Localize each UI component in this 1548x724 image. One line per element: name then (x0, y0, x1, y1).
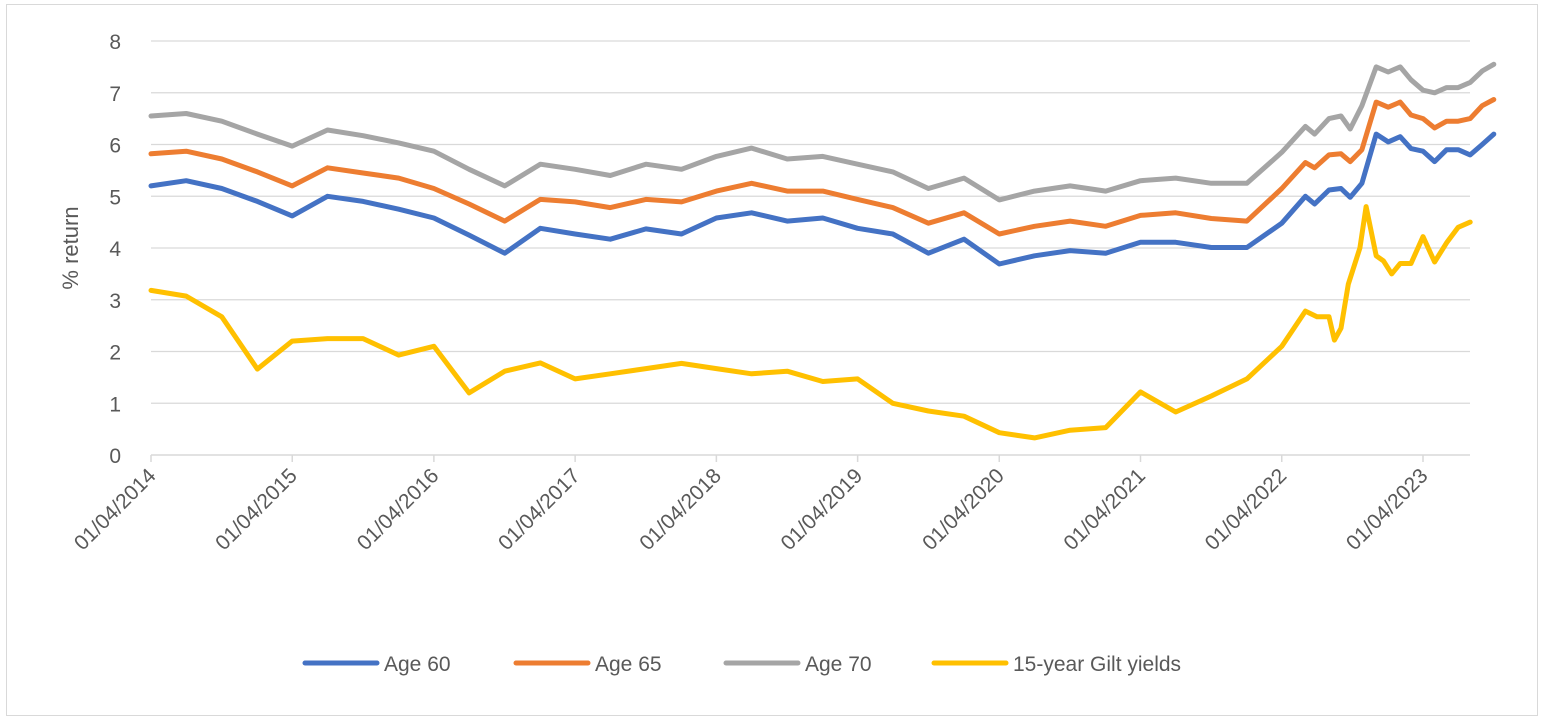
series-line-15-year-gilt-yields (148, 204, 1473, 441)
x-axis (150, 454, 1470, 462)
series-line-age-70 (148, 61, 1497, 203)
series-line-age-65 (148, 97, 1497, 237)
x-tick-label: 01/04/2019 (777, 464, 868, 555)
x-tick-label: 01/04/2016 (353, 464, 444, 555)
series-lines (148, 61, 1497, 441)
y-tick-label: 1 (109, 393, 121, 416)
y-tick-label: 5 (109, 186, 121, 209)
x-axis-tick-labels: 01/04/2014 01/04/2015 01/04/2016 01/04/2017… (70, 464, 1433, 555)
y-tick-label: 0 (109, 445, 121, 468)
x-tick-label: 01/04/2015 (211, 464, 302, 555)
series-line-age-60 (148, 131, 1497, 267)
x-tick-label: 01/04/2017 (494, 464, 585, 555)
legend-label-age-60: Age 60 (384, 653, 451, 676)
y-tick-label: 3 (109, 290, 121, 313)
x-tick-label: 01/04/2021 (1059, 464, 1150, 555)
legend: Age 60 Age 65 Age 70 15-year Gilt yields (302, 653, 1181, 676)
x-tick-label: 01/04/2018 (635, 464, 726, 555)
y-tick-label: 4 (109, 238, 121, 261)
y-axis-tick-labels: 0 1 2 3 4 5 6 7 8 (109, 31, 121, 468)
y-tick-label: 8 (109, 31, 121, 54)
y-tick-label: 2 (109, 342, 121, 365)
gridlines (151, 40, 1470, 404)
x-tick-label: 01/04/2022 (1201, 464, 1292, 555)
legend-label-age-65: Age 65 (595, 653, 662, 676)
y-tick-label: 6 (109, 135, 121, 158)
y-axis-title: % return (58, 206, 83, 289)
y-tick-label: 7 (109, 83, 121, 106)
x-tick-label: 01/04/2014 (70, 464, 161, 555)
chart-frame (6, 4, 1538, 716)
legend-label-age-70: Age 70 (805, 653, 872, 676)
x-tick-label: 01/04/2020 (918, 464, 1009, 555)
x-tick-label: 01/04/2023 (1342, 464, 1433, 555)
legend-label-15-year-gilt-yields: 15-year Gilt yields (1013, 653, 1181, 676)
